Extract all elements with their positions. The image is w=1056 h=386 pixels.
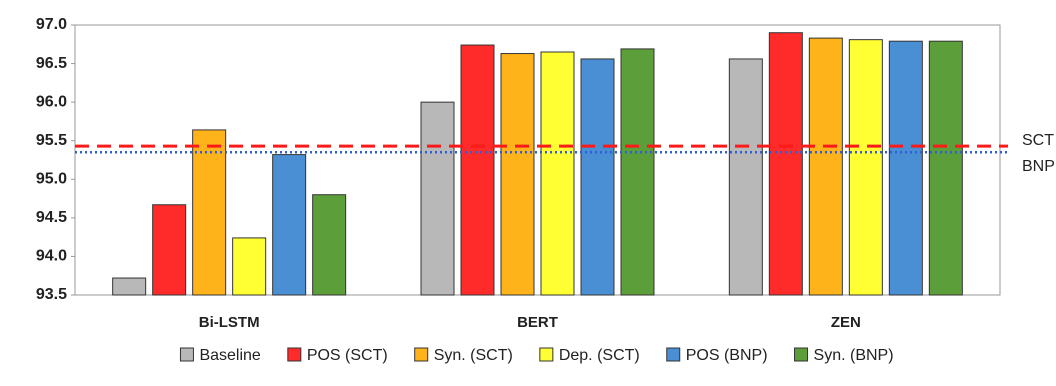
legend-swatch: [539, 347, 554, 362]
legend-swatch: [414, 347, 429, 362]
legend-swatch: [794, 347, 809, 362]
bar: [580, 58, 615, 296]
y-tick-label: 94.5: [36, 209, 67, 226]
legend-swatch: [666, 347, 681, 362]
reference-label: BNP: [1022, 158, 1055, 175]
y-tick-label: 96.0: [36, 93, 67, 110]
bar: [420, 101, 455, 296]
bar: [152, 204, 187, 296]
legend-label: POS (BNP): [686, 347, 768, 364]
y-tick-label: 96.5: [36, 55, 67, 72]
bar: [728, 58, 763, 296]
bar: [460, 44, 495, 296]
y-tick-label: 97.0: [36, 16, 67, 33]
bar: [272, 154, 307, 296]
bar: [928, 40, 963, 296]
bar: [232, 237, 267, 296]
y-tick-label: 94.0: [36, 248, 67, 265]
x-tick-label: Bi-LSTM: [199, 314, 260, 331]
y-tick-label: 95.5: [36, 132, 67, 149]
legend-label: POS (SCT): [307, 347, 388, 364]
bar: [112, 277, 147, 296]
bar: [888, 40, 923, 296]
legend-label: Dep. (SCT): [559, 347, 640, 364]
plot-frame: [74, 24, 1001, 296]
legend-swatch: [287, 347, 302, 362]
bar: [312, 194, 347, 296]
legend-swatch: [179, 347, 194, 362]
legend-label: Baseline: [199, 347, 260, 364]
bar: [768, 32, 803, 296]
bar: [808, 37, 843, 296]
bar: [620, 48, 655, 296]
x-tick-label: ZEN: [831, 314, 861, 331]
legend-label: Syn. (SCT): [434, 347, 513, 364]
y-tick-label: 93.5: [36, 286, 67, 303]
bar: [192, 129, 227, 296]
bar: [500, 53, 535, 296]
bar: [540, 51, 575, 296]
legend-label: Syn. (BNP): [814, 347, 894, 364]
reference-label: SCT: [1022, 132, 1054, 149]
bar: [848, 39, 883, 296]
x-tick-label: BERT: [517, 314, 558, 331]
y-tick-label: 95.0: [36, 171, 67, 188]
